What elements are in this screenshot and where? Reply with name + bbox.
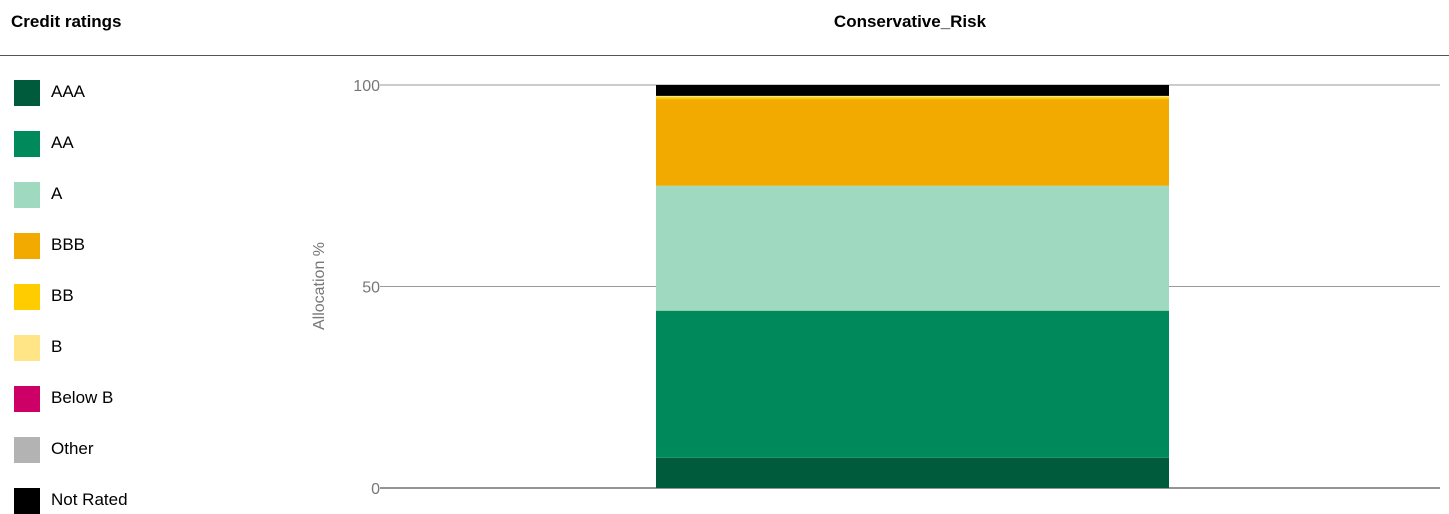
legend-swatch-bbb xyxy=(14,233,40,259)
legend-item-aa[interactable]: AA xyxy=(14,129,274,157)
legend-swatch-below-b xyxy=(14,386,40,412)
legend-label-below-b: Below B xyxy=(51,388,114,407)
legend-swatch-bb xyxy=(14,284,40,310)
legend-title: Credit ratings xyxy=(11,12,122,31)
legend-label-a: A xyxy=(51,184,63,203)
y-tick-label-0: 0 xyxy=(371,481,380,498)
legend-item-bbb[interactable]: BBB xyxy=(14,231,274,259)
legend-item-b[interactable]: B xyxy=(14,333,274,361)
legend-swatch-a xyxy=(14,182,40,208)
legend-label-aaa: AAA xyxy=(51,82,86,101)
legend-label-bb: BB xyxy=(51,286,74,305)
y-tick-labels: 0 50 100 xyxy=(353,78,380,498)
bar-segment-a[interactable] xyxy=(656,185,1169,311)
chart-title: Conservative_Risk xyxy=(833,12,987,31)
bar-stack xyxy=(656,85,1169,488)
bar-segment-b[interactable] xyxy=(656,95,1169,98)
y-axis-label: Allocation % xyxy=(311,242,328,330)
bar-segment-aaa[interactable] xyxy=(656,457,1169,488)
legend-swatch-other xyxy=(14,437,40,463)
legend-label-other: Other xyxy=(51,439,94,458)
legend-item-below-b[interactable]: Below B xyxy=(14,384,274,412)
legend-swatch-b xyxy=(14,335,40,361)
legend-item-aaa[interactable]: AAA xyxy=(14,78,274,106)
y-tick-label-50: 50 xyxy=(362,280,380,297)
header-divider xyxy=(0,55,1449,56)
bar-segment-not-rated[interactable] xyxy=(656,85,1169,96)
legend-item-bb[interactable]: BB xyxy=(14,282,274,310)
legend-label-aa: AA xyxy=(51,133,74,152)
legend-label-not-rated: Not Rated xyxy=(51,490,128,509)
legend-label-bbb: BBB xyxy=(51,235,86,254)
legend-item-a[interactable]: A xyxy=(14,180,274,208)
legend-item-other[interactable]: Other xyxy=(14,435,274,463)
y-tick-label-100: 100 xyxy=(353,78,380,95)
legend-swatch-aa xyxy=(14,131,40,157)
bar-segment-bbb[interactable] xyxy=(656,99,1169,186)
bar-segment-bb[interactable] xyxy=(656,97,1169,100)
bar-segment-aa[interactable] xyxy=(656,310,1169,458)
legend-label-b: B xyxy=(51,337,63,356)
legend-swatch-aaa xyxy=(14,80,40,106)
